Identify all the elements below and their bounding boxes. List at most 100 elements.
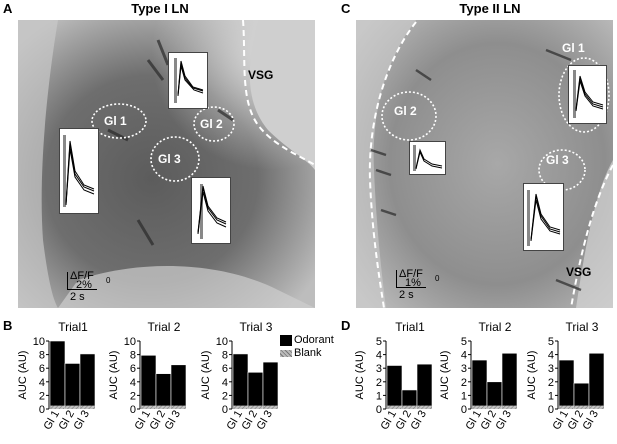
y-tick-label: 4 [130, 377, 136, 389]
y-tick-label: 0 [461, 404, 467, 416]
trace-inset-c-gl3 [523, 183, 564, 251]
trace-inset-c-gl1 [568, 65, 607, 124]
bar-blank-b-trial3-3 [263, 405, 278, 409]
y-axis-label-d-trial3: AUC (AU) [526, 351, 538, 400]
x-tick-label: Gl 3 [494, 409, 514, 432]
bar-odorant-b-trial3-2 [247, 371, 264, 410]
glomerulus-label-c-3: Gl 3 [546, 153, 569, 167]
scale-bar-a-vertical [67, 272, 68, 289]
chart-title-b-trial3: Trial 3 [240, 320, 273, 334]
bar-blank-b-trial2-1 [141, 405, 156, 409]
y-axis-label-d-trial2: AUC (AU) [439, 351, 451, 400]
glomerulus-label-a-2: Gl 2 [200, 117, 223, 131]
bar-odorant-b-trial1-2 [64, 363, 81, 410]
y-tick-label: 6 [130, 363, 136, 375]
bar-blank-d-trial1-3 [417, 405, 432, 409]
y-tick-label: 1 [461, 390, 467, 402]
x-tick-label: Gl 3 [581, 409, 601, 432]
bar-odorant-b-trial1-3 [79, 353, 96, 410]
bar-odorant-d-trial3-2 [573, 382, 590, 410]
y-axis-label-b-trial3: AUC (AU) [200, 351, 212, 400]
y-tick-label: 0 [130, 404, 136, 416]
legend: Odorant Blank [280, 334, 342, 366]
chart-title-d-trial2: Trial 2 [479, 320, 512, 334]
scale-y-sub-a: 0 [106, 276, 111, 285]
y-tick-label: 4 [548, 350, 554, 362]
bar-odorant-d-trial3-1 [558, 359, 575, 410]
y-tick-label: 0 [222, 404, 228, 416]
y-tick-label: 1 [376, 390, 382, 402]
bar-blank-b-trial1-2 [65, 405, 80, 409]
y-tick-label: 2 [548, 377, 554, 389]
y-tick-label: 0 [376, 404, 382, 416]
chart-title-b-trial2: Trial 2 [148, 320, 181, 334]
bar-blank-d-trial1-2 [402, 405, 417, 409]
glomerulus-label-a-1: Gl 1 [104, 114, 127, 128]
scale-y-sub-c: 0 [435, 274, 440, 283]
y-tick-label: 10 [216, 336, 228, 348]
scale-y-label-c: ΔF/F [399, 268, 423, 280]
scale-bar-c-vertical [396, 270, 397, 287]
y-tick-label: 5 [376, 336, 382, 348]
panel-title-a: Type I LN [131, 1, 189, 16]
scale-y-label-a: ΔF/F [70, 270, 94, 282]
bar-blank-d-trial3-2 [574, 405, 589, 409]
x-tick-label: Gl 3 [409, 409, 429, 432]
bar-odorant-d-trial2-1 [471, 359, 488, 410]
y-tick-label: 2 [376, 377, 382, 389]
bar-blank-b-trial1-1 [50, 405, 65, 409]
scale-bar-a: ΔF/F 0 2% 2 s [67, 270, 127, 306]
trace-inset-a-gl1 [168, 52, 208, 109]
y-tick-label: 3 [461, 363, 467, 375]
y-tick-label: 6 [222, 363, 228, 375]
bar-blank-b-trial2-2 [156, 405, 171, 409]
y-axis-label-d-trial1: AUC (AU) [354, 351, 366, 400]
x-tick-label: Gl 3 [163, 409, 183, 432]
micrograph-type-i: VSG Gl 1 Gl 2 Gl 3 ΔF/F 0 2% 2 s [18, 20, 315, 308]
panel-letter-c: C [341, 1, 351, 16]
x-tick-label: Gl 3 [255, 409, 275, 432]
scale-bar-c-horizontal [396, 287, 426, 288]
bar-odorant-b-trial2-2 [155, 373, 172, 410]
bar-blank-b-trial3-1 [233, 405, 248, 409]
y-tick-label: 8 [130, 350, 136, 362]
y-tick-label: 3 [548, 363, 554, 375]
legend-label-blank: Blank [294, 347, 322, 359]
y-tick-label: 8 [39, 350, 45, 362]
scale-y-value-a: 2% [76, 279, 92, 291]
trace-inset-c-gl2 [409, 141, 446, 175]
panel-title-c: Type II LN [459, 1, 521, 16]
bar-blank-d-trial3-1 [559, 405, 574, 409]
y-tick-label: 4 [376, 350, 382, 362]
glomerulus-label-a-3: Gl 3 [158, 152, 181, 166]
y-tick-label: 1 [548, 390, 554, 402]
chart-title-d-trial1: Trial1 [395, 320, 425, 334]
bar-blank-b-trial2-3 [171, 405, 186, 409]
bar-blank-d-trial2-3 [502, 405, 517, 409]
micrograph-type-i-image [18, 20, 315, 308]
glomerulus-label-c-1: Gl 1 [562, 41, 585, 55]
bar-odorant-b-trial2-1 [140, 354, 157, 410]
panel-letter-b: B [3, 318, 13, 333]
y-tick-label: 5 [548, 336, 554, 348]
bar-odorant-d-trial1-1 [386, 365, 403, 410]
chart-title-b-trial1: Trial1 [58, 320, 88, 334]
legend-swatch-odorant [280, 335, 292, 346]
bar-blank-b-trial1-3 [80, 405, 95, 409]
scale-x-label-a: 2 s [70, 291, 85, 303]
glomerulus-label-c-2: Gl 2 [394, 104, 417, 118]
scale-x-label-c: 2 s [399, 289, 414, 301]
trace-inset-a-gl3 [191, 177, 231, 244]
y-tick-label: 10 [124, 336, 136, 348]
bar-blank-d-trial2-1 [472, 405, 487, 409]
vsg-label-c: VSG [566, 265, 592, 279]
bar-odorant-b-trial2-3 [170, 364, 187, 410]
bar-odorant-d-trial1-3 [416, 363, 433, 410]
y-tick-label: 0 [548, 404, 554, 416]
